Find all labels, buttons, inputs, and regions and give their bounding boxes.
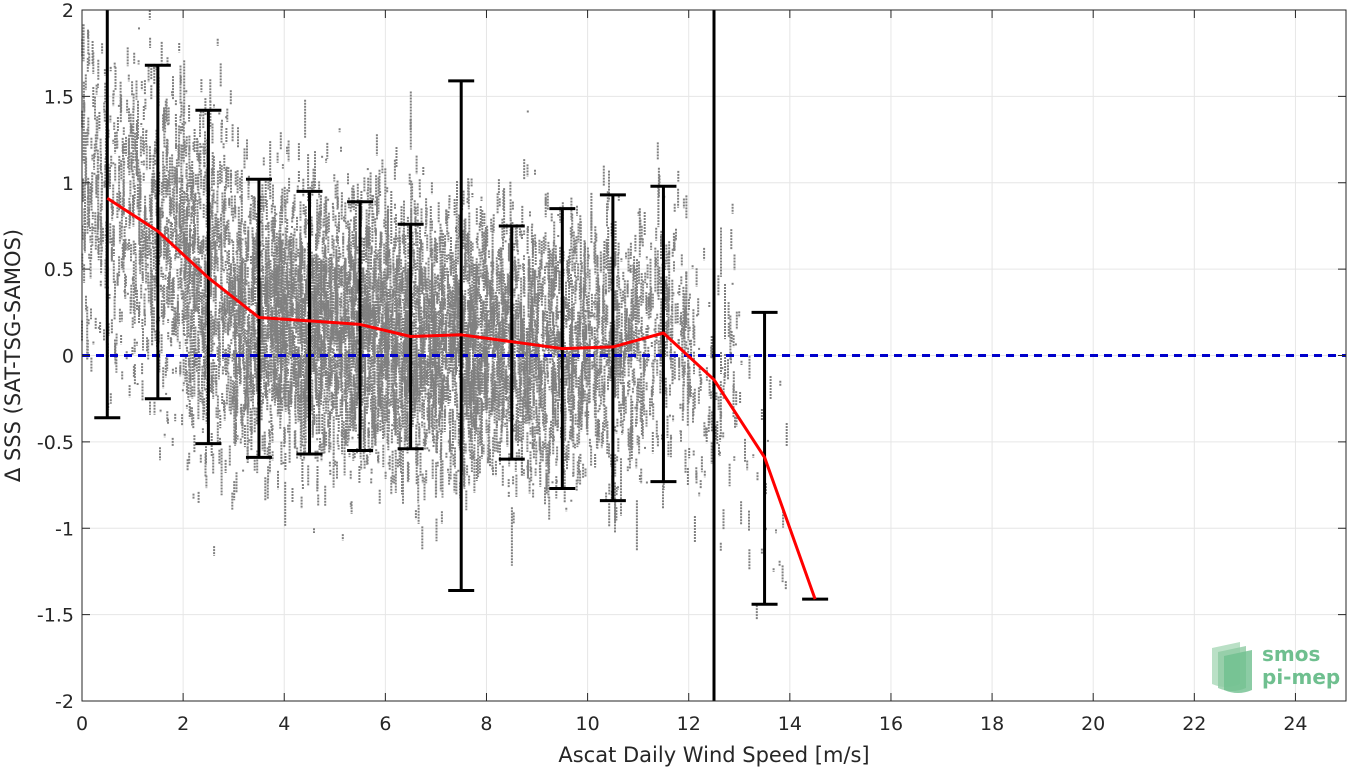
chart-background <box>0 0 1348 770</box>
chart-canvas: 0 2 4 6 8 10 12 14 16 18 20 22 24 -2-1.5-1-0.500.511… <box>0 0 1348 770</box>
